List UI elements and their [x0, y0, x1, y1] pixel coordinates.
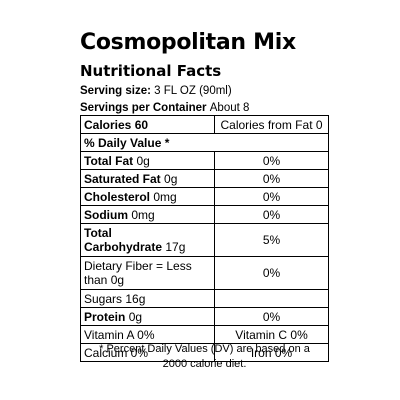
- footnote-line1: * Percent Daily Values (DV) are based on…: [99, 343, 310, 355]
- daily-value-header: % Daily Value *: [80, 133, 329, 152]
- table-row: Total Carbohydrate 17g 5%: [79, 223, 329, 257]
- nutrient-name-line1: Total: [84, 226, 112, 240]
- calories-cell: Calories 60: [79, 115, 216, 134]
- daily-value-cell: 0%: [214, 151, 329, 170]
- nutrient-amount: 0mg: [131, 207, 155, 222]
- nutrient-cell: Total Fat 0g: [79, 151, 216, 170]
- nutrient-name: Cholesterol: [84, 189, 151, 204]
- nutrient-amount: 0g: [164, 171, 178, 186]
- nutrient-name: Sodium: [84, 207, 128, 222]
- daily-value-cell: 0%: [214, 187, 329, 206]
- daily-value-cell: 0%: [214, 307, 329, 326]
- nutrient-name-line1: Dietary Fiber = Less: [84, 259, 192, 273]
- nutrient-name: Protein: [84, 309, 126, 324]
- nutrient-name: Total Fat: [84, 153, 134, 168]
- nutrient-amount: 0mg: [153, 189, 177, 204]
- nutrient-cell: Cholesterol 0mg: [79, 187, 216, 206]
- serving-size-label: Serving size:: [80, 85, 151, 97]
- nutrient-cell: Sugars 16g: [79, 289, 216, 308]
- servings-per-container: Servings per Container About 8: [80, 101, 249, 115]
- daily-value-cell: 5%: [214, 223, 329, 257]
- table-row: % Daily Value *: [80, 133, 329, 152]
- daily-value-cell: [214, 289, 329, 308]
- table-row: Vitamin A 0% Vitamin C 0%: [79, 325, 329, 344]
- nutrient-amount: 0g: [136, 153, 150, 168]
- table-row: Protein 0g 0%: [79, 307, 329, 326]
- mineral-cell: Calcium 0%: [79, 343, 216, 362]
- servings-value: About 8: [209, 102, 250, 114]
- table-row: Calories 60 Calories from Fat 0: [79, 115, 329, 134]
- nutrient-cell: Saturated Fat 0g: [79, 169, 216, 188]
- nutrient-amount: 17g: [165, 240, 186, 254]
- daily-value-cell: 0%: [214, 169, 329, 188]
- daily-value-cell: 0%: [214, 205, 329, 224]
- nutrient-cell: Sodium 0mg: [79, 205, 216, 224]
- mineral-cell: Iron 0%: [214, 343, 329, 362]
- table-row: Sugars 16g: [79, 289, 329, 308]
- vitamin-cell: Vitamin A 0%: [79, 325, 216, 344]
- nutrient-cell: Total Carbohydrate 17g: [79, 223, 216, 257]
- nutrient-name-line2: than 0g: [84, 273, 125, 287]
- table-row: Sodium 0mg 0%: [79, 205, 329, 224]
- footnote: * Percent Daily Values (DV) are based on…: [80, 342, 329, 372]
- servings-label: Servings per Container: [80, 102, 207, 114]
- table-row: Cholesterol 0mg 0%: [79, 187, 329, 206]
- fat-calories-cell: Calories from Fat 0: [214, 115, 329, 134]
- serving-size: Serving size: 3 FL OZ (90ml): [80, 84, 232, 98]
- table-row: Calcium 0% Iron 0%: [79, 343, 329, 362]
- nutrient-cell: Dietary Fiber = Less than 0g: [79, 256, 216, 290]
- table-row: Saturated Fat 0g 0%: [79, 169, 329, 188]
- serving-size-value: 3 FL OZ (90ml): [154, 85, 232, 97]
- vitamin-cell: Vitamin C 0%: [214, 325, 329, 344]
- table-row: Dietary Fiber = Less than 0g 0%: [79, 256, 329, 290]
- table-row: Total Fat 0g 0%: [79, 151, 329, 170]
- daily-value-cell: 0%: [214, 256, 329, 290]
- nutrient-cell: Protein 0g: [79, 307, 216, 326]
- nutrient-amount: 0g: [128, 309, 143, 324]
- nutrition-heading: Nutritional Facts: [80, 62, 222, 80]
- product-title: Cosmopolitan Mix: [80, 30, 296, 55]
- nutrition-table: Calories 60 Calories from Fat 0 % Daily …: [79, 115, 329, 362]
- footnote-line2: 2000 calorie diet.: [162, 358, 247, 370]
- nutrient-name: Saturated Fat: [84, 171, 161, 186]
- nutrient-name-line2: Carbohydrate: [84, 240, 163, 254]
